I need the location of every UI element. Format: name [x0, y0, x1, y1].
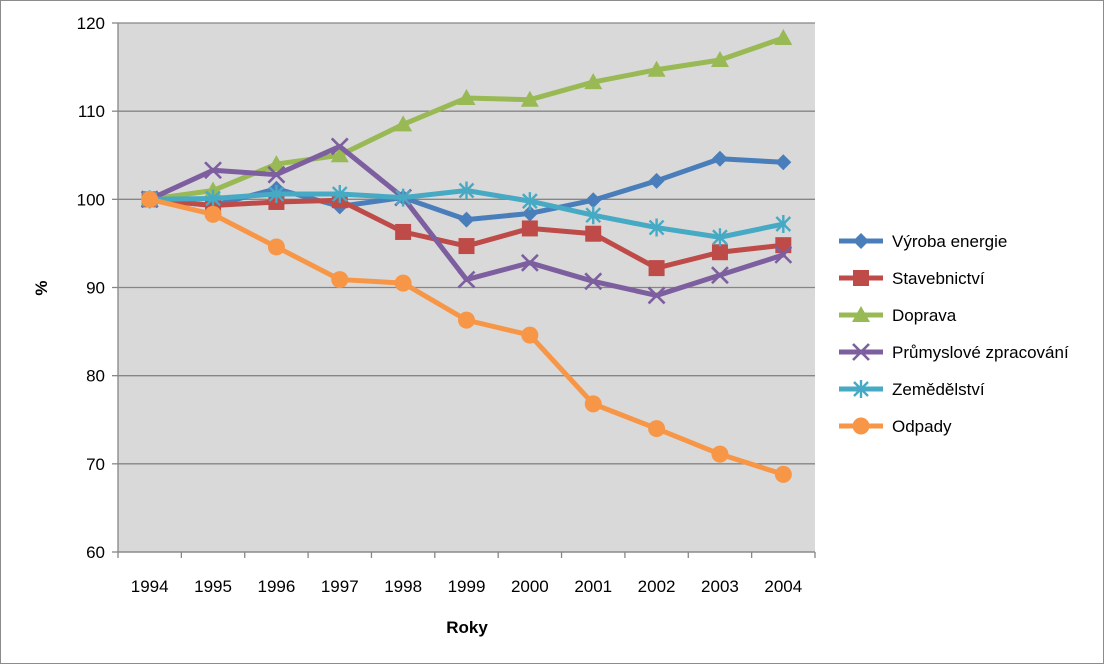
- data-point: [267, 155, 286, 172]
- data-point: [521, 326, 539, 344]
- data-point: [774, 245, 793, 264]
- data-point: [394, 115, 413, 132]
- x-tick-label: 1997: [321, 577, 359, 596]
- legend-marker: [852, 306, 870, 322]
- data-point: [585, 225, 602, 242]
- legend-item: Stavebnictví: [839, 269, 985, 288]
- data-point: [267, 165, 286, 184]
- data-point: [712, 228, 728, 247]
- data-point: [648, 420, 666, 438]
- axes: 60 70 80 90 100 110 120 1994 1995 1996 1997 1998 199…: [77, 14, 816, 596]
- data-point: [521, 205, 538, 222]
- legend-item: Doprava: [839, 306, 957, 325]
- data-point: [204, 161, 222, 180]
- data-point: [711, 150, 728, 167]
- x-tick-label: 2001: [574, 577, 612, 596]
- data-point: [330, 146, 349, 163]
- x-tick-label: 1998: [384, 577, 422, 596]
- x-tick-label: 2003: [701, 577, 739, 596]
- data-point: [331, 271, 349, 289]
- data-point: [648, 218, 665, 237]
- data-point: [775, 154, 792, 171]
- data-point: [141, 190, 159, 208]
- y-axis-title: %: [32, 280, 51, 295]
- data-point: [205, 189, 221, 208]
- data-point: [648, 172, 665, 189]
- data-point: [774, 465, 792, 483]
- data-point: [647, 60, 666, 77]
- x-tick-label: 2000: [511, 577, 549, 596]
- data-point: [710, 51, 729, 68]
- legend-marker: [852, 417, 870, 435]
- y-tick-label: 110: [78, 102, 105, 121]
- legend-marker: [853, 270, 869, 286]
- legend-marker: [853, 380, 869, 398]
- data-point: [774, 28, 793, 45]
- legend-label: Zemědělství: [892, 380, 985, 399]
- y-tick-label: 60: [86, 543, 105, 562]
- data-point: [584, 73, 603, 90]
- data-point: [520, 253, 539, 272]
- legend-item: Odpady: [839, 417, 952, 436]
- data-point: [521, 220, 538, 237]
- legend-marker: [852, 343, 870, 361]
- legend-label: Výroba energie: [892, 232, 1007, 251]
- y-tick-label: 70: [86, 455, 105, 474]
- data-point: [584, 272, 603, 291]
- data-point: [394, 274, 412, 292]
- data-point: [267, 238, 285, 256]
- data-point: [330, 137, 349, 156]
- series-layer: [140, 28, 793, 483]
- legend-item: Zemědělství: [839, 380, 985, 399]
- x-tick-label: 1999: [448, 577, 486, 596]
- data-point: [585, 192, 602, 209]
- data-point: [457, 88, 476, 105]
- data-point: [648, 260, 665, 277]
- x-tick-label: 2002: [638, 577, 676, 596]
- legend-item: Výroba energie: [839, 232, 1007, 251]
- data-point: [647, 286, 666, 305]
- series-2: [140, 28, 793, 207]
- data-point: [458, 311, 475, 329]
- data-point: [520, 90, 539, 107]
- legend-label: Doprava: [892, 306, 957, 325]
- legend-marker: [853, 233, 869, 249]
- data-point: [204, 205, 222, 223]
- legend: Výroba energie Stavebnictví Doprava Průmysl…: [839, 232, 1069, 436]
- data-point: [711, 244, 728, 261]
- data-point: [522, 192, 538, 211]
- legend-label: Stavebnictví: [892, 269, 985, 288]
- x-tick-label: 2004: [764, 577, 802, 596]
- y-tick-label: 100: [77, 190, 105, 209]
- x-tick-label: 1994: [131, 577, 169, 596]
- data-point: [458, 181, 475, 200]
- data-point: [585, 206, 602, 225]
- legend-label: Průmyslové zpracování: [892, 343, 1069, 362]
- x-tick-label: 1995: [194, 577, 232, 596]
- data-point: [458, 211, 475, 228]
- y-tick-label: 90: [86, 279, 105, 298]
- legend-item: Průmyslové zpracování: [839, 343, 1069, 362]
- x-tick-label: 1996: [257, 577, 295, 596]
- series-5: [141, 190, 792, 483]
- data-point: [395, 188, 411, 207]
- data-point: [457, 270, 476, 289]
- data-point: [268, 185, 285, 204]
- y-tick-label: 80: [86, 367, 105, 386]
- y-tick-label: 120: [77, 14, 105, 33]
- legend-label: Odpady: [892, 417, 952, 436]
- data-point: [775, 215, 792, 234]
- series-3: [140, 137, 793, 305]
- x-axis-title: Roky: [446, 618, 488, 637]
- data-point: [458, 238, 475, 255]
- data-point: [331, 185, 348, 204]
- data-point: [711, 445, 729, 463]
- data-point: [395, 223, 412, 240]
- data-point: [711, 266, 729, 285]
- data-point: [584, 395, 602, 413]
